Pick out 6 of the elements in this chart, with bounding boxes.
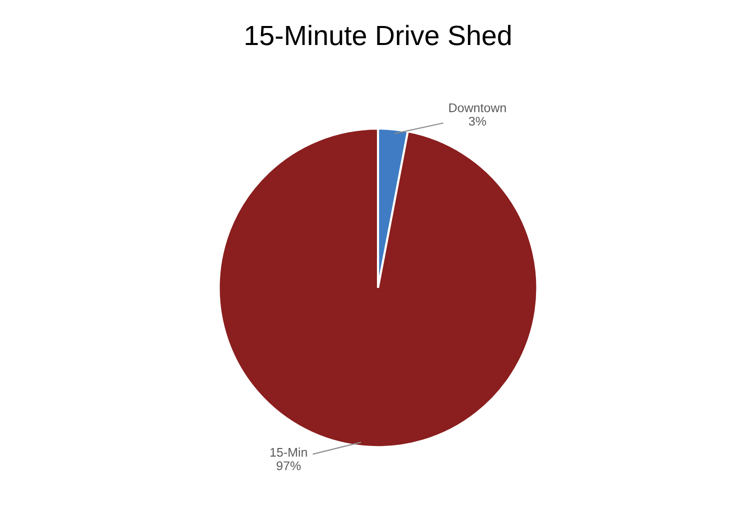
slice-label: Downtown xyxy=(449,103,506,112)
data-label: 3% xyxy=(468,116,486,126)
slice-label: 15-Min xyxy=(270,448,307,457)
chart-title: 15-Minute Drive Shed xyxy=(246,24,511,46)
pie-slice xyxy=(218,128,538,448)
data-label: 97% xyxy=(276,461,301,470)
